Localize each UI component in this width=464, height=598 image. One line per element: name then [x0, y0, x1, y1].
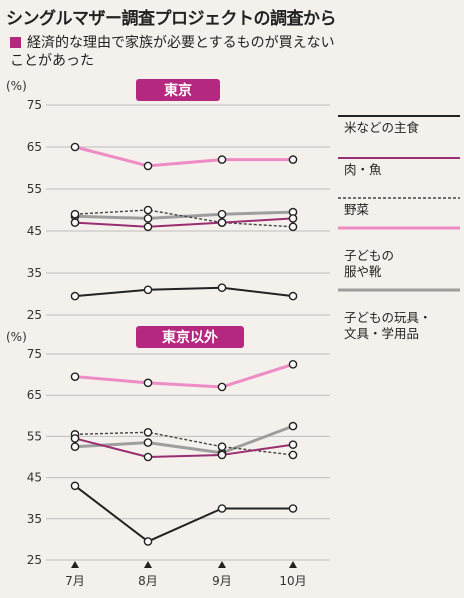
data-point-staple [143, 537, 153, 546]
series-line-kids_clothes [74, 362, 294, 389]
data-point-staple [70, 291, 80, 301]
data-point-staple [217, 283, 227, 293]
y-tick-label: 25 [27, 308, 42, 322]
y-tick-label: 25 [27, 553, 42, 567]
data-point-kids_clothes [70, 142, 80, 152]
data-point-kids_toys [288, 421, 298, 431]
series-line-kids_toys [74, 424, 294, 455]
data-point-kids_clothes [288, 359, 298, 369]
data-point-staple [288, 504, 298, 513]
legend-label-staple: 米などの主食 [344, 120, 420, 135]
data-point-kids_clothes [70, 372, 80, 381]
data-point-kids_toys [70, 442, 80, 452]
legend-label-meat_fish: 肉・魚 [344, 162, 382, 177]
figure-title: シングルマザー調査プロジェクトの調査から [6, 9, 337, 29]
panel-title: 東京 [164, 82, 192, 99]
legend-label-kids_clothes: 服や靴 [344, 264, 382, 279]
data-point-kids_toys [143, 438, 153, 447]
series-line-kids_clothes [74, 145, 293, 168]
data-point-meat_fish [288, 214, 298, 223]
x-tick-label: 10月 [279, 574, 306, 588]
y-tick-label: 75 [27, 347, 42, 361]
data-point-meat_fish [288, 440, 298, 449]
data-point-kids_clothes [217, 155, 227, 164]
data-point-kids_clothes [217, 382, 227, 392]
figure-subtitle: 経済的な理由で家族が必要とするものが買えない ことがあった [10, 34, 450, 70]
data-point-vegetables [143, 427, 153, 437]
data-point-meat_fish [217, 218, 227, 227]
series-line-staple [74, 485, 293, 543]
y-tick-label: 35 [27, 266, 42, 280]
panel-title-badge [136, 326, 244, 348]
legend-label-kids_clothes: 子どもの [344, 248, 394, 263]
legend-label-vegetables: 野菜 [344, 202, 370, 217]
y-tick-label: 65 [27, 388, 42, 402]
data-point-staple [288, 291, 298, 301]
series-line-meat_fish [74, 437, 294, 458]
x-tick-marker [71, 561, 79, 568]
series-line-staple [74, 286, 294, 298]
data-point-vegetables [288, 222, 298, 232]
data-point-kids_clothes [288, 155, 298, 164]
data-point-staple [70, 481, 80, 491]
data-point-vegetables [217, 442, 227, 452]
y-tick-label: 55 [27, 182, 42, 196]
y-tick-label: 75 [27, 98, 42, 112]
x-tick-marker [218, 561, 226, 568]
data-point-meat_fish [70, 434, 80, 443]
data-point-meat_fish [143, 222, 153, 232]
y-axis-unit: (%) [6, 330, 27, 344]
panel-title-badge [136, 79, 220, 101]
data-point-kids_toys [217, 209, 227, 219]
y-tick-label: 55 [27, 429, 42, 443]
legend-label-kids_toys: 子どもの玩具・ [344, 310, 432, 325]
y-tick-label: 35 [27, 512, 42, 526]
data-point-kids_clothes [143, 161, 153, 171]
data-point-kids_toys [143, 214, 153, 223]
panel-title: 東京以外 [162, 329, 218, 346]
data-point-meat_fish [70, 218, 80, 227]
subtitle-marker [10, 37, 21, 48]
y-tick-label: 45 [27, 471, 42, 485]
data-point-meat_fish [217, 450, 227, 460]
data-point-vegetables [70, 209, 80, 219]
subtitle-line-1: 経済的な理由で家族が必要とするものが買えない [27, 35, 335, 51]
x-tick-label: 7月 [65, 574, 85, 588]
data-point-vegetables [288, 450, 298, 460]
y-tick-label: 65 [27, 140, 42, 154]
series-line-meat_fish [74, 217, 294, 228]
data-point-kids_clothes [143, 378, 153, 388]
y-axis-unit: (%) [6, 79, 27, 93]
x-tick-label: 8月 [138, 574, 158, 588]
data-point-staple [143, 285, 153, 295]
series-line-vegetables [74, 431, 294, 456]
subtitle-line-2: ことがあった [10, 53, 94, 69]
data-point-meat_fish [143, 452, 153, 462]
x-axis: 7月 8月 9月 10月 [65, 561, 307, 588]
chart-panel-1: 25 35 45 55 65 75(%) 東京 [6, 79, 330, 322]
chart-panel-2: 25 35 45 55 65 75(%) 東京以外 [6, 326, 330, 567]
y-tick-label: 45 [27, 224, 42, 238]
series-line-vegetables [74, 209, 294, 228]
data-point-vegetables [143, 205, 153, 215]
data-point-staple [217, 504, 227, 513]
series-line-kids_toys [74, 210, 294, 220]
x-tick-label: 9月 [212, 574, 232, 588]
x-tick-marker [144, 561, 152, 568]
legend-label-kids_toys: 文具・学用品 [344, 326, 419, 341]
x-tick-marker [289, 561, 297, 568]
